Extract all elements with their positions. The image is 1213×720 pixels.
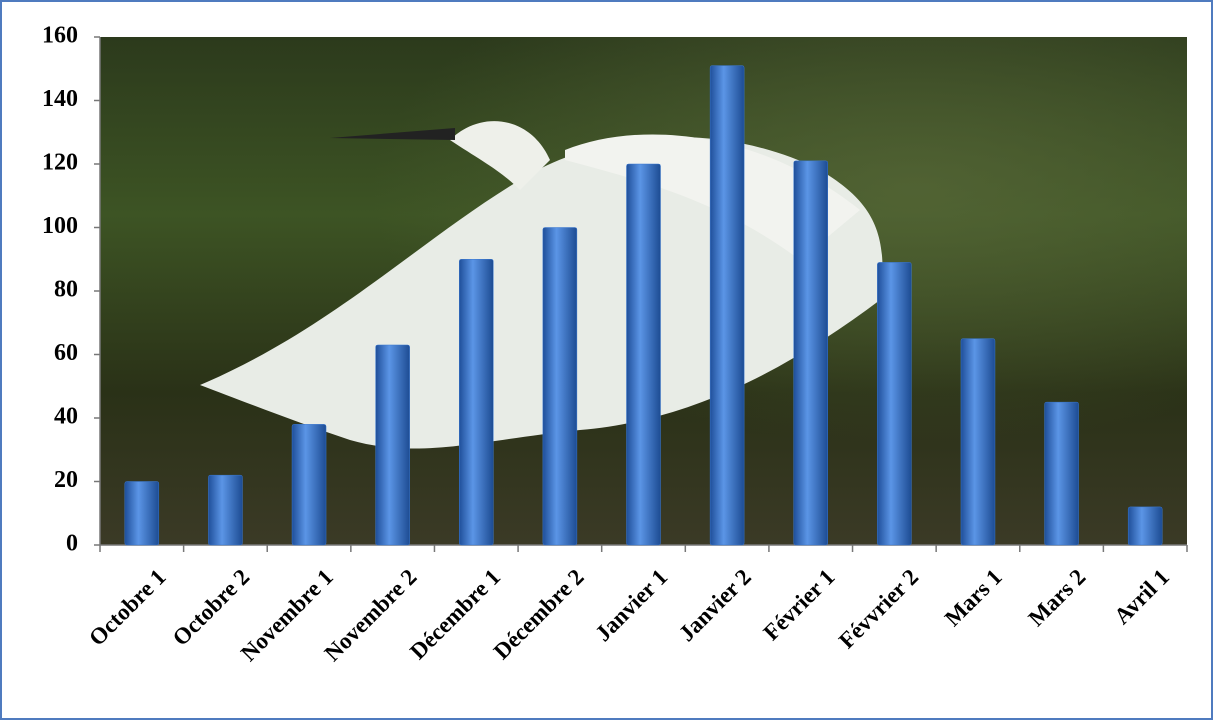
bar bbox=[960, 338, 996, 546]
bar bbox=[459, 259, 494, 546]
bar bbox=[542, 227, 578, 546]
bar bbox=[291, 424, 327, 546]
y-tick-label: 0 bbox=[66, 531, 78, 557]
bar bbox=[1127, 506, 1163, 546]
y-tick-label: 60 bbox=[54, 340, 78, 366]
bar bbox=[709, 65, 745, 546]
bar bbox=[626, 163, 661, 546]
bar bbox=[124, 481, 160, 546]
bar bbox=[793, 160, 828, 546]
y-tick-label: 160 bbox=[42, 23, 78, 49]
y-tick-label: 140 bbox=[42, 86, 78, 112]
bar bbox=[877, 262, 912, 546]
bar bbox=[208, 474, 243, 546]
y-tick-label: 100 bbox=[42, 213, 78, 239]
y-tick-label: 120 bbox=[42, 150, 78, 176]
y-tick-label: 80 bbox=[54, 277, 78, 303]
y-tick-label: 40 bbox=[54, 404, 78, 430]
bar bbox=[375, 344, 410, 546]
y-tick-label: 20 bbox=[54, 467, 78, 493]
bar bbox=[1044, 401, 1079, 546]
